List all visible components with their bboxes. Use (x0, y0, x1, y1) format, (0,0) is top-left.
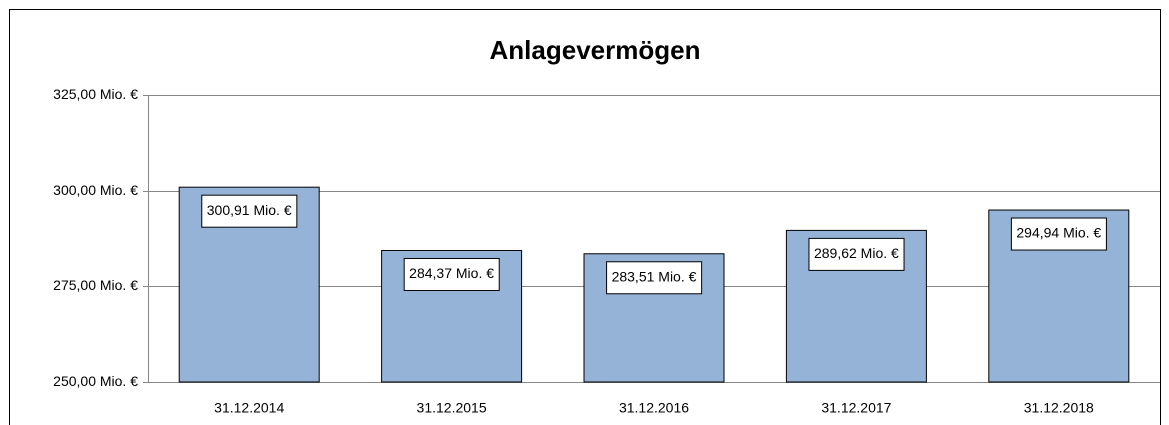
data-label-box (1010, 217, 1107, 251)
x-tick-label: 31.12.2014 (214, 400, 284, 416)
x-tick-label: 31.12.2018 (1024, 400, 1094, 416)
y-tick-label: 275,00 Mio. € (53, 277, 138, 293)
data-label: 294,94 Mio. € (1016, 225, 1101, 241)
data-label: 289,62 Mio. € (814, 245, 899, 261)
data-label: 283,51 Mio. € (612, 268, 697, 284)
chart-border (9, 9, 1161, 425)
x-tick-label: 31.12.2015 (417, 400, 487, 416)
x-tick-label: 31.12.2017 (821, 400, 891, 416)
data-label-box (808, 237, 905, 271)
data-label-box (403, 257, 500, 291)
data-label: 300,91 Mio. € (207, 202, 292, 218)
chart-title: Anlagevermögen (490, 35, 701, 65)
y-tick-label: 250,00 Mio. € (53, 373, 138, 389)
y-tick-label: 325,00 Mio. € (53, 86, 138, 102)
data-label-box (201, 194, 298, 228)
data-label: 284,37 Mio. € (409, 265, 494, 281)
x-tick-label: 31.12.2016 (619, 400, 689, 416)
data-label-box (606, 261, 703, 295)
y-tick-label: 300,00 Mio. € (53, 182, 138, 198)
